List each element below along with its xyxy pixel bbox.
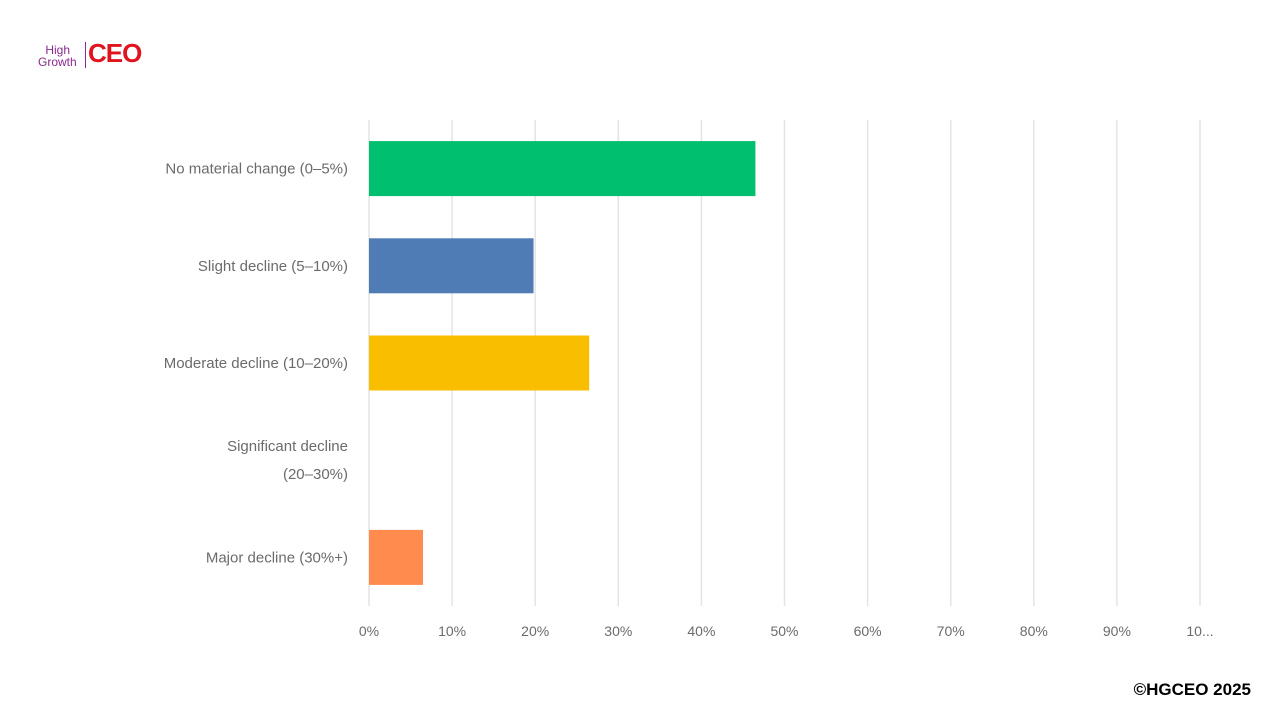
x-tick-label: 80% bbox=[1020, 623, 1048, 639]
x-tick-label: 20% bbox=[521, 623, 549, 639]
category-label: Major decline (30%+) bbox=[206, 549, 348, 566]
x-tick-label: 90% bbox=[1103, 623, 1131, 639]
x-tick-label: 10... bbox=[1186, 623, 1213, 639]
logo-divider bbox=[85, 42, 86, 68]
category-label: Moderate decline (10–20%) bbox=[164, 355, 348, 372]
x-tick-label: 70% bbox=[937, 623, 965, 639]
category-label: Slight decline (5–10%) bbox=[198, 258, 348, 275]
x-tick-label: 50% bbox=[770, 623, 798, 639]
company-logo: High Growth CEO bbox=[36, 34, 156, 70]
x-tick-label: 0% bbox=[359, 623, 379, 639]
category-label: (20–30%) bbox=[283, 466, 348, 483]
x-tick-label: 60% bbox=[854, 623, 882, 639]
category-label: No material change (0–5%) bbox=[165, 161, 348, 178]
bar bbox=[369, 238, 534, 294]
logo-text-growth: Growth bbox=[38, 55, 77, 69]
logo-mark: CEO bbox=[88, 38, 142, 68]
logo-text-high: High bbox=[45, 43, 70, 57]
bar bbox=[369, 529, 424, 585]
x-tick-label: 30% bbox=[604, 623, 632, 639]
copyright-text: ©HGCEO 2025 bbox=[1133, 680, 1251, 699]
x-tick-label: 10% bbox=[438, 623, 466, 639]
category-label: Significant decline bbox=[227, 438, 348, 455]
x-tick-label: 40% bbox=[687, 623, 715, 639]
bar bbox=[369, 335, 590, 391]
bar bbox=[369, 141, 756, 197]
